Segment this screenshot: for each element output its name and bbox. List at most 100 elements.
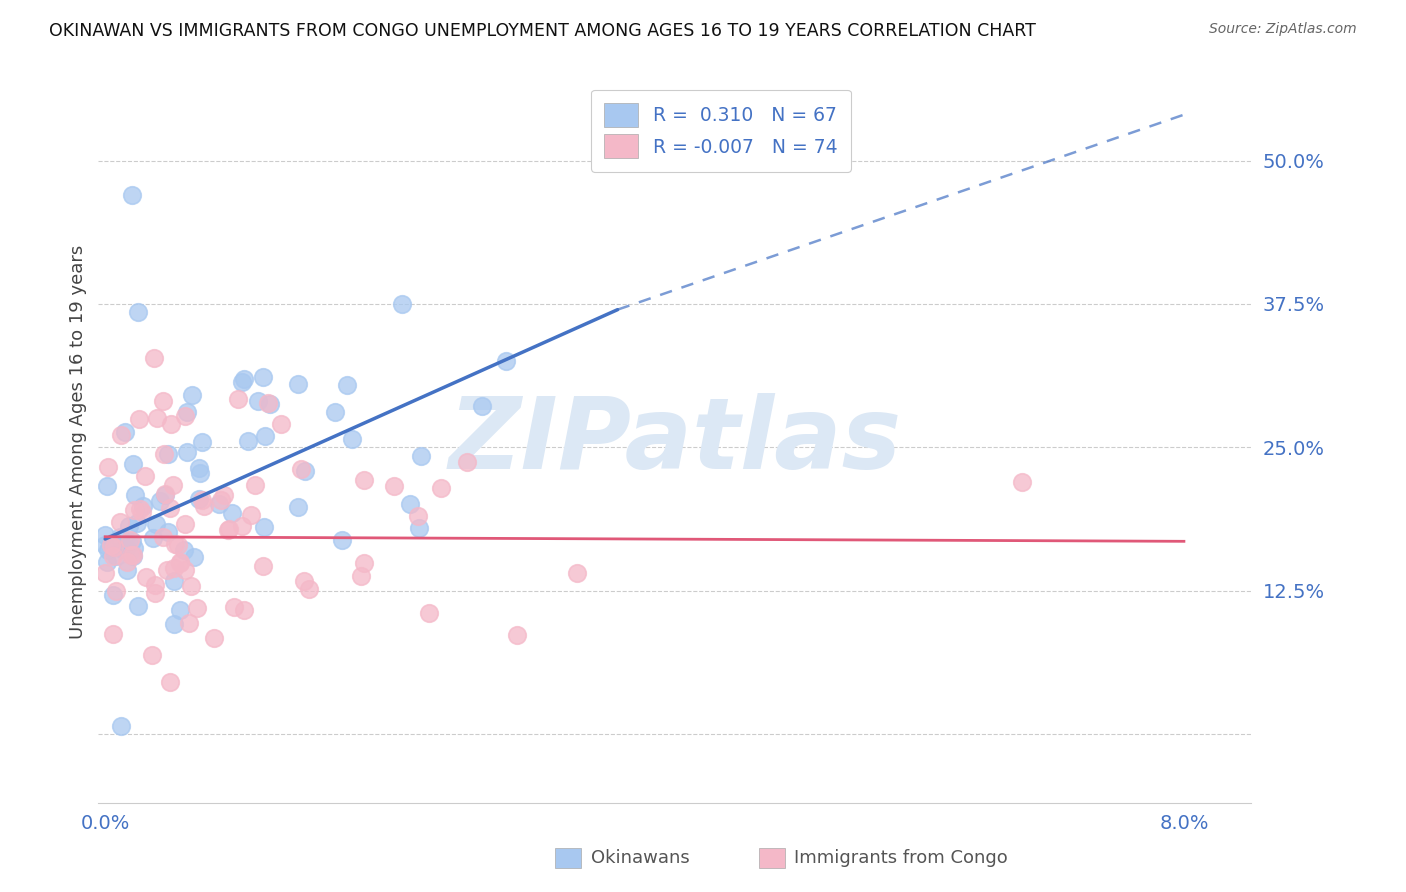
Text: ZIPatlas: ZIPatlas (449, 393, 901, 490)
Point (243, 478, 266, 492)
Point (124, 488, 146, 502)
Point (163, 616, 186, 631)
Point (163, 561, 186, 575)
Point (218, 522, 240, 536)
Point (142, 532, 165, 546)
Point (340, 432, 363, 446)
Point (115, 541, 138, 556)
Point (208, 498, 231, 512)
Point (153, 488, 176, 502)
Point (232, 603, 254, 617)
Point (330, 533, 353, 548)
Point (143, 351, 166, 365)
Point (152, 530, 174, 544)
Point (253, 520, 276, 534)
Point (94, 537, 117, 551)
Point (174, 409, 197, 424)
Bar (555, 848, 581, 868)
Point (125, 516, 148, 530)
Text: Source: ZipAtlas.com: Source: ZipAtlas.com (1209, 22, 1357, 37)
Point (127, 305, 149, 319)
Point (103, 540, 125, 554)
Point (159, 500, 181, 515)
Point (143, 578, 166, 592)
Point (217, 524, 239, 538)
Point (156, 525, 179, 540)
Point (108, 530, 131, 544)
Point (149, 494, 172, 508)
Point (121, 549, 143, 563)
Point (495, 354, 517, 368)
Point (122, 457, 145, 471)
Point (103, 626, 125, 640)
Point (506, 628, 529, 642)
Point (122, 503, 145, 517)
Point (152, 394, 174, 409)
Point (96, 478, 118, 492)
Point (183, 550, 205, 565)
Point (382, 479, 405, 493)
Point (156, 563, 179, 577)
Point (222, 599, 245, 614)
Point (169, 555, 191, 569)
Point (131, 499, 153, 513)
Point (153, 447, 176, 461)
Point (167, 538, 190, 552)
Point (456, 455, 478, 469)
Point (191, 492, 214, 507)
Point (94, 566, 117, 581)
Point (259, 397, 281, 411)
Point (406, 509, 429, 524)
Point (122, 548, 145, 562)
Point (100, 538, 122, 552)
Point (228, 392, 250, 406)
Point (430, 481, 453, 495)
Point (398, 498, 420, 512)
Point (173, 542, 195, 557)
Point (101, 588, 124, 602)
Point (391, 297, 413, 311)
Point (101, 549, 124, 563)
Point (270, 417, 292, 431)
Point (294, 465, 316, 479)
Point (104, 584, 127, 599)
Point (418, 606, 440, 620)
Point (408, 520, 430, 534)
Point (209, 493, 232, 508)
Point (129, 502, 152, 516)
Point (115, 555, 138, 569)
Point (111, 542, 134, 557)
Point (257, 395, 280, 409)
Point (131, 505, 153, 519)
Point (565, 566, 588, 581)
Point (124, 541, 146, 555)
Point (254, 429, 277, 443)
Point (176, 445, 198, 459)
Point (177, 616, 200, 631)
Point (190, 435, 212, 450)
Point (336, 378, 359, 392)
Y-axis label: Unemployment Among Ages 16 to 19 years: Unemployment Among Ages 16 to 19 years (69, 244, 87, 639)
Point (353, 473, 375, 487)
Point (127, 599, 149, 614)
Point (121, 534, 143, 549)
Legend: R =  0.310   N = 67, R = -0.007   N = 74: R = 0.310 N = 67, R = -0.007 N = 74 (591, 90, 851, 171)
Point (118, 518, 141, 533)
Point (180, 388, 202, 402)
Point (114, 425, 136, 440)
Point (141, 648, 163, 662)
Point (145, 586, 167, 600)
Point (160, 417, 183, 432)
Point (174, 517, 197, 532)
Point (162, 477, 184, 491)
Point (290, 462, 312, 476)
Point (252, 369, 274, 384)
Point (287, 500, 309, 514)
Text: Immigrants from Congo: Immigrants from Congo (794, 849, 1008, 867)
Point (96, 555, 118, 569)
Point (115, 563, 138, 577)
Text: Okinawans: Okinawans (591, 849, 689, 867)
Point (193, 499, 215, 513)
Text: OKINAWAN VS IMMIGRANTS FROM CONGO UNEMPLOYMENT AMONG AGES 16 TO 19 YEARS CORRELA: OKINAWAN VS IMMIGRANTS FROM CONGO UNEMPL… (49, 22, 1036, 40)
Point (186, 601, 208, 615)
